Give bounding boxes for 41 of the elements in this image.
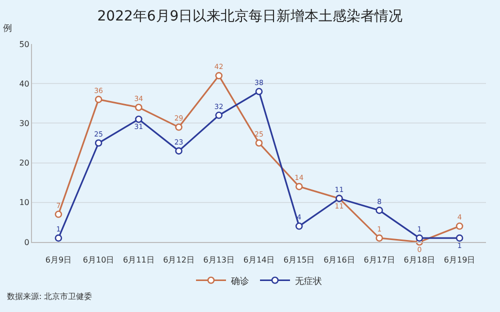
y-axis-title: 例 xyxy=(3,23,12,34)
point xyxy=(175,124,182,131)
point xyxy=(135,104,142,112)
x-tick-label: 6月11日 xyxy=(123,256,154,265)
x-tick-label: 6月17日 xyxy=(364,256,395,265)
y-tick-label: 50 xyxy=(19,40,30,49)
x-tick-label: 6月14日 xyxy=(243,256,275,265)
point xyxy=(295,182,303,190)
x-tick-label: 6月12日 xyxy=(163,256,194,265)
chart-title: 2022年6月9日以来北京每日新增本土感染者情况 xyxy=(97,8,403,25)
x-tick-label: 6月18日 xyxy=(404,256,436,265)
y-tick-label: 40 xyxy=(19,79,30,88)
x-tick-label: 6月15日 xyxy=(283,256,315,265)
point xyxy=(376,234,383,242)
x-tick-label: 6月9日 xyxy=(45,256,72,265)
point xyxy=(215,112,223,119)
legend-label: 无症状 xyxy=(295,276,322,287)
point xyxy=(376,206,383,214)
point xyxy=(94,139,102,147)
x-tick-label: 6月16日 xyxy=(324,256,355,265)
point xyxy=(255,88,263,96)
legend-label: 确诊 xyxy=(230,276,249,287)
point xyxy=(175,147,182,155)
point xyxy=(456,222,464,230)
x-tick-label: 6月19日 xyxy=(444,256,476,265)
point xyxy=(255,139,263,147)
point xyxy=(215,72,223,80)
source-note: 数据来源: 北京市卫健委 xyxy=(7,292,92,301)
point xyxy=(94,96,102,104)
point xyxy=(54,234,62,242)
y-tick-label: 30 xyxy=(19,119,30,128)
y-tick-label: 20 xyxy=(19,158,30,168)
x-tick-label: 6月10日 xyxy=(82,256,114,265)
point xyxy=(135,116,142,123)
x-tick-label: 6月13日 xyxy=(203,256,235,265)
y-tick-label: 10 xyxy=(19,198,30,208)
point xyxy=(416,234,424,242)
point xyxy=(295,222,303,230)
point xyxy=(456,234,464,242)
point xyxy=(54,210,62,218)
y-tick-label: 0 xyxy=(24,238,30,247)
